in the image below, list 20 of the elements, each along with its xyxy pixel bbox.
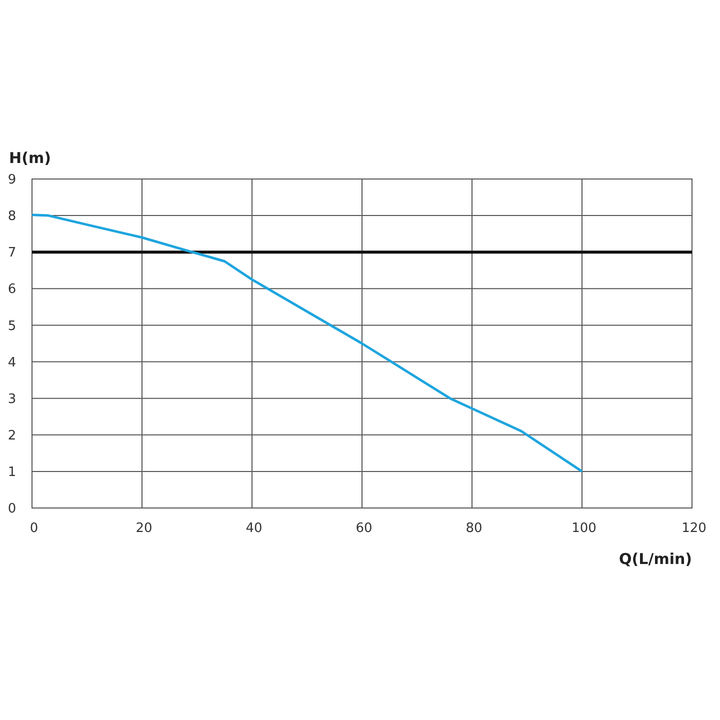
y-tick-label: 5 <box>8 318 16 334</box>
x-tick-label: 120 <box>682 521 706 536</box>
y-tick-label: 9 <box>8 172 16 188</box>
y-tick-label: 4 <box>8 355 16 370</box>
x-tick-label: 60 <box>356 521 372 536</box>
y-tick-label: 8 <box>8 209 16 224</box>
x-tick-label: 40 <box>246 521 262 536</box>
y-tick-label: 0 <box>8 502 16 517</box>
y-tick-label: 7 <box>8 246 16 261</box>
x-tick-label: 0 <box>30 521 38 536</box>
y-tick-label: 2 <box>8 428 16 444</box>
x-axis-title: Q(L/min) <box>619 550 692 568</box>
x-tick-label: 100 <box>572 521 596 536</box>
y-tick-label: 3 <box>8 392 16 407</box>
y-tick-label: 6 <box>8 282 16 298</box>
y-tick-label: 1 <box>8 464 16 480</box>
x-tick-label: 80 <box>466 521 482 536</box>
y-axis-title: H(m) <box>9 149 51 167</box>
x-tick-label: 20 <box>136 521 152 536</box>
line-series <box>30 214 584 473</box>
